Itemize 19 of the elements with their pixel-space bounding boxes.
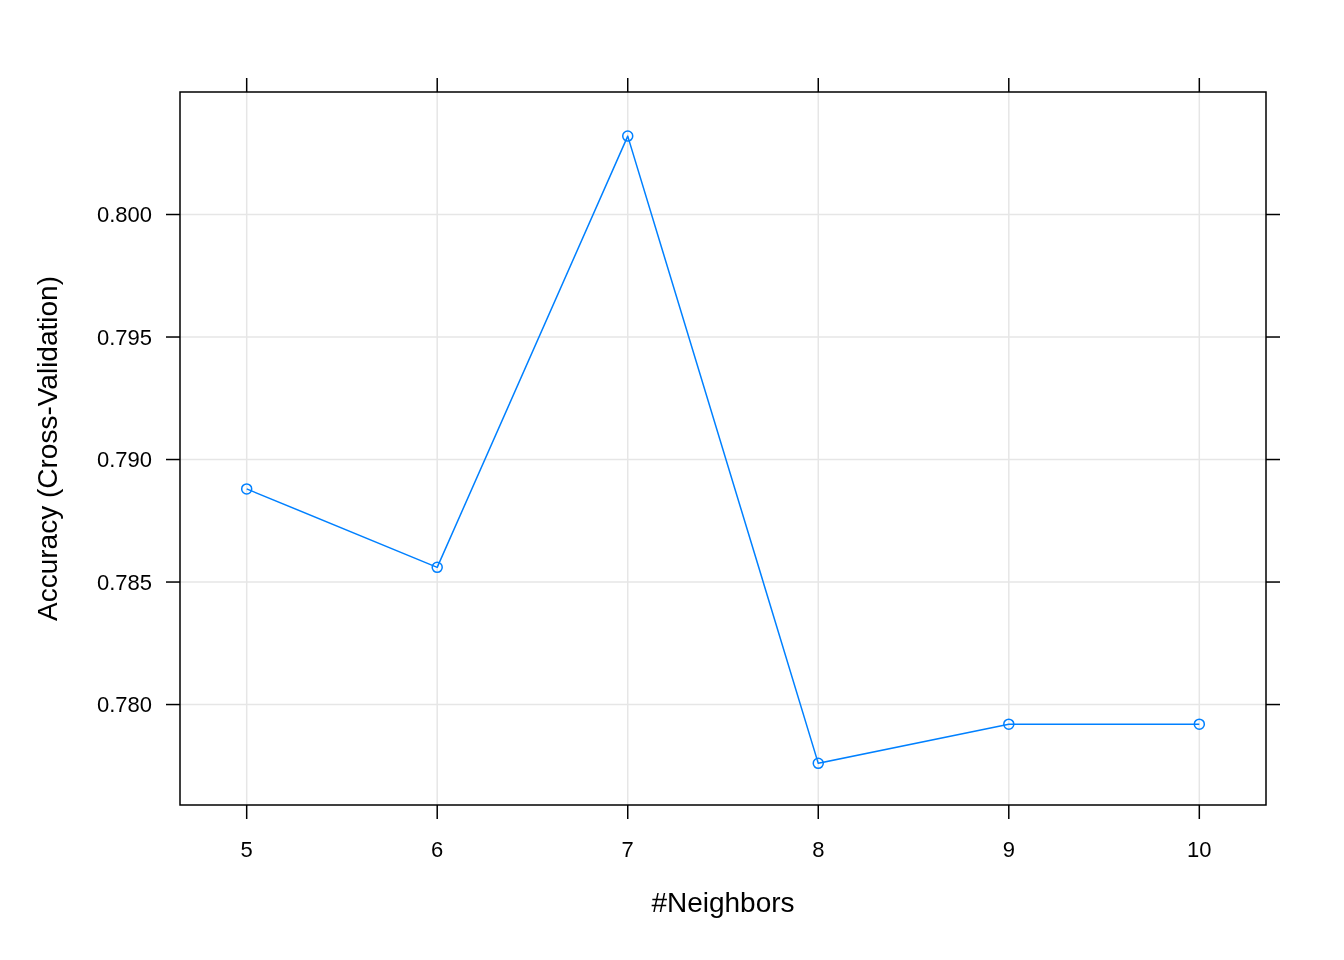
y-tick-label: 0.790 [96, 447, 152, 473]
point [621, 130, 634, 142]
y-axis-title: Accuracy (Cross-Validation) [32, 276, 63, 621]
point [812, 757, 825, 770]
x-tick-label: 8 [812, 837, 825, 862]
x-tick-label: 10 [1187, 837, 1212, 862]
x-axis-title: #Neighbors [651, 887, 795, 918]
y-tick-label: 0.785 [96, 569, 152, 595]
point [1193, 718, 1206, 730]
y-tick-label: 0.795 [96, 324, 152, 350]
x-tick-label: 9 [1002, 837, 1015, 862]
y-tick-label: 0.780 [96, 692, 152, 718]
x-tick-label: 7 [621, 837, 634, 862]
x-tick-label: 5 [240, 837, 253, 862]
y-tick-label: 0.800 [96, 202, 152, 228]
point [240, 483, 253, 495]
point [431, 561, 443, 574]
point [1003, 718, 1015, 730]
x-tick-label: 6 [431, 837, 444, 862]
